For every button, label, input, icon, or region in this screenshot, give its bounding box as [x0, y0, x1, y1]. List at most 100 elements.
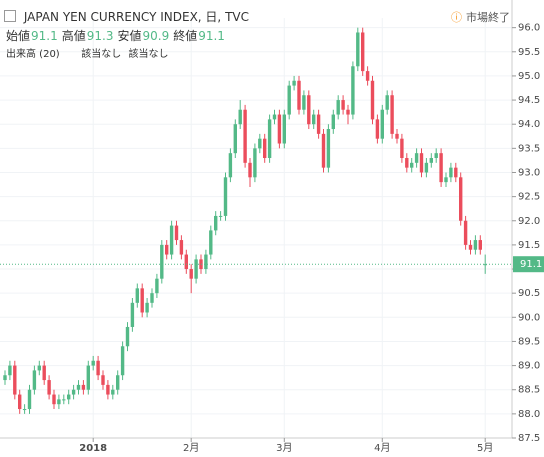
candle-body — [174, 225, 179, 241]
candle-body — [316, 114, 321, 134]
candle-body — [468, 244, 473, 250]
candle-body — [223, 177, 228, 216]
candle-body — [253, 148, 257, 178]
candle-body — [341, 100, 345, 110]
y-tick-label: 94.0 — [518, 119, 540, 130]
ohlc-value: 91.1 — [31, 29, 58, 43]
candle-body — [96, 360, 100, 376]
x-tick-label: 2月 — [183, 442, 199, 454]
ohlc-label: 始値 — [6, 29, 31, 43]
candle-body — [165, 244, 169, 255]
y-tick-label: 93.5 — [518, 143, 540, 154]
y-tick-label: 93.0 — [518, 167, 540, 178]
candle-body — [434, 153, 438, 158]
ohlc-value: 90.9 — [142, 29, 170, 43]
candle-body — [380, 109, 384, 139]
ohlc-value: 91.1 — [198, 29, 225, 43]
candle-body — [424, 162, 429, 173]
candle-body — [42, 365, 46, 381]
y-tick-label: 90.0 — [518, 312, 540, 323]
candle-body — [356, 32, 360, 67]
candle-body — [444, 177, 448, 183]
y-tick-label: 89.5 — [518, 336, 540, 347]
candle-body — [454, 167, 458, 178]
candle-body — [22, 409, 27, 411]
volume-label: 出来高 (20) — [6, 49, 60, 60]
candle-body — [439, 153, 443, 183]
x-tick-label: 4月 — [374, 442, 390, 454]
candle-body — [169, 225, 174, 255]
candle-body — [410, 162, 414, 168]
candle-body — [184, 254, 188, 270]
candle-body — [351, 66, 355, 115]
status-text: 市場終了 — [466, 11, 510, 24]
candle-body — [449, 167, 453, 178]
candle-body — [120, 346, 125, 376]
candle-body — [483, 264, 487, 266]
candle-body — [91, 360, 95, 366]
candle-body — [233, 124, 237, 154]
candle-body — [130, 302, 135, 327]
candle-body — [76, 384, 81, 390]
y-tick-label: 87.5 — [518, 433, 540, 444]
candle-body — [140, 288, 144, 313]
candle-body — [292, 80, 296, 86]
candle-body — [71, 389, 76, 395]
y-tick-label: 96.0 — [518, 23, 540, 34]
candle-body — [287, 85, 291, 115]
candle-body — [209, 230, 213, 255]
volume-legend: 出来高 (20) 該当なし 該当なし — [6, 45, 172, 60]
y-tick-label: 90.5 — [518, 288, 540, 299]
candle-body — [228, 153, 233, 178]
candle-body — [238, 109, 242, 125]
x-tick-label: 2018 — [79, 443, 107, 454]
y-tick-label: 92.5 — [518, 192, 540, 203]
candle-body — [179, 240, 184, 255]
candle-body — [18, 394, 22, 410]
market-status: ⓘ 市場終了 — [451, 11, 510, 24]
collapse-button[interactable] — [4, 10, 16, 22]
candle-body — [277, 114, 282, 144]
candle-body — [258, 138, 262, 149]
candle-body — [145, 302, 149, 313]
x-tick-label: 3月 — [276, 442, 292, 454]
candle-body — [336, 100, 340, 115]
last-price-label: 91.1 — [520, 259, 542, 270]
candle-body — [405, 158, 409, 168]
candle-body — [13, 365, 17, 395]
candle-body — [3, 375, 7, 381]
candle-body — [429, 158, 433, 163]
candle-body — [326, 129, 331, 168]
y-tick-label: 89.0 — [518, 361, 540, 372]
candle-body — [302, 95, 306, 110]
candle-body — [106, 384, 110, 395]
candle-body — [218, 215, 223, 217]
candle-body — [267, 119, 272, 158]
candle-body — [459, 177, 463, 221]
candle-body — [135, 288, 139, 303]
y-tick-label: 88.5 — [518, 385, 540, 396]
candle-body — [297, 80, 301, 110]
candle-body — [116, 375, 120, 390]
y-tick-label: 95.0 — [518, 71, 540, 82]
candle-body — [150, 293, 154, 303]
candle-body — [27, 389, 32, 410]
candle-body — [419, 153, 424, 173]
volume-value: 該当なし — [128, 49, 169, 60]
candle-body — [414, 153, 419, 163]
candle-body — [101, 375, 105, 385]
candle-body — [361, 32, 365, 72]
candle-body — [125, 326, 130, 347]
candle-body — [8, 365, 12, 376]
candle-body — [321, 133, 326, 168]
last-price-box — [513, 256, 544, 273]
x-tick-label: 5月 — [477, 442, 493, 454]
candle-body — [307, 95, 311, 125]
candle-body — [272, 114, 277, 120]
candle-body — [111, 389, 115, 395]
candle-body — [478, 240, 482, 250]
candle-body — [86, 365, 90, 390]
ohlc-label: 高値 — [61, 29, 86, 43]
